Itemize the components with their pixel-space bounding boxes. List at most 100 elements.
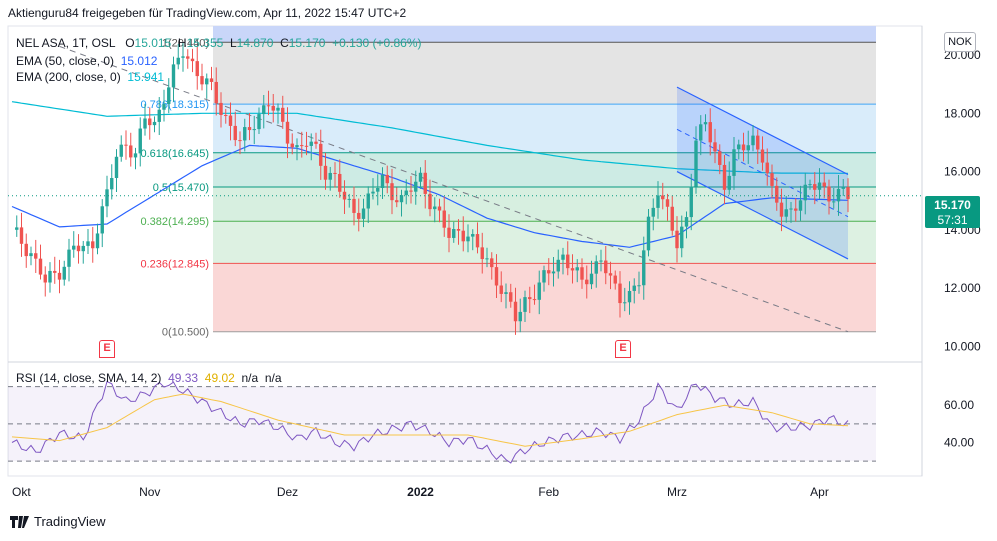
candle-body <box>789 208 793 210</box>
change-value: +0.130 (+0.86%) <box>332 36 422 50</box>
candle-body <box>114 156 119 179</box>
candle-body <box>300 145 304 147</box>
candle-body <box>604 260 608 274</box>
currency-button[interactable]: NOK <box>944 32 976 52</box>
rsi-na-1: n/a <box>241 371 259 385</box>
candle-body <box>499 285 503 294</box>
candle-body <box>656 195 660 208</box>
tradingview-logo[interactable]: TradingView <box>10 514 106 529</box>
earnings-marker[interactable]: E <box>615 340 631 358</box>
candle-body <box>784 209 788 217</box>
rsi-na-2: n/a <box>264 371 282 385</box>
candle-body <box>157 109 161 122</box>
time-tick-label: Dez <box>277 485 298 499</box>
rsi-pane <box>8 380 876 464</box>
candle-body <box>15 227 19 230</box>
candle-body <box>813 184 817 190</box>
candle-body <box>808 184 812 186</box>
candle-body <box>846 187 850 200</box>
downtrend-line <box>59 45 849 333</box>
time-tick-label: Mrz <box>667 485 687 499</box>
candle-body <box>257 114 261 130</box>
rsi-line <box>11 380 849 464</box>
candle-body <box>133 153 138 158</box>
fib-level-label: 0.5(15.470) <box>153 182 209 194</box>
candle-body <box>542 270 546 283</box>
candle-body <box>162 104 166 110</box>
candle-body <box>556 259 560 272</box>
fib-level-label: 0.618(16.645) <box>141 148 210 160</box>
candle-body <box>323 165 328 180</box>
candle-body <box>456 229 461 231</box>
candle-body <box>599 260 603 262</box>
candle-body <box>81 245 85 252</box>
branding-text: TradingView <box>34 514 106 529</box>
candle-body <box>34 253 38 259</box>
time-tick-label: Nov <box>139 485 160 499</box>
candle-body <box>504 292 508 294</box>
fib-zone <box>213 221 876 264</box>
candle-body <box>304 145 309 147</box>
candle-body <box>295 145 299 148</box>
candle-body <box>233 125 237 141</box>
candle-body <box>209 78 214 82</box>
candle-body <box>713 142 717 152</box>
candle-body <box>404 190 408 196</box>
candle-body <box>466 236 470 242</box>
candle-body <box>43 274 47 283</box>
candle-body <box>276 107 280 111</box>
candle-body <box>95 233 100 249</box>
channel-upper <box>676 86 849 176</box>
candle-body <box>447 227 451 238</box>
candle-body <box>770 173 774 186</box>
candle-body <box>746 145 750 151</box>
candle-body <box>390 183 394 201</box>
candle-body <box>471 234 475 237</box>
candle-body <box>675 230 679 249</box>
candle-body <box>271 105 275 111</box>
fib-zone <box>213 152 876 188</box>
candle-body <box>708 122 712 143</box>
earnings-marker[interactable]: E <box>99 340 115 358</box>
low-value: 14.870 <box>236 36 274 50</box>
fibonacci-retracement: 1(20.440) 0.786(18.315) 0.618(16.645) 0.5(1… <box>141 26 876 339</box>
rsi-legend[interactable]: RSI (14, close, SMA, 14, 2) 49.33 49.02 … <box>16 371 282 385</box>
ema50-legend[interactable]: EMA (50, close, 0) 15.012 <box>16 54 157 68</box>
fib-level-label: 0.236(12.845) <box>141 258 210 270</box>
channel-lower <box>676 171 849 260</box>
fib-level-label: 0.786(18.315) <box>141 99 210 111</box>
candle-body <box>219 102 223 116</box>
candle-body <box>395 200 399 203</box>
candle-body <box>485 258 489 260</box>
candle-body <box>642 250 646 286</box>
candle-body <box>414 181 418 192</box>
candle-body <box>775 185 779 203</box>
candle-body <box>266 105 271 107</box>
price-tick-label: 16.000 <box>944 165 981 179</box>
candle-body <box>532 299 537 301</box>
candle-body <box>91 241 95 249</box>
time-tick-label: 2022 <box>407 485 434 499</box>
rsi-sma-value: 49.02 <box>204 371 235 385</box>
candle-body <box>518 311 522 322</box>
candle-body <box>779 202 784 217</box>
candle-body <box>418 172 423 182</box>
candle-body <box>741 144 746 151</box>
candle-body <box>224 115 228 117</box>
candle-body <box>523 297 527 312</box>
candle-body <box>148 118 152 126</box>
ema200-legend[interactable]: EMA (200, close, 0) 15.941 <box>16 70 164 84</box>
fib-zone <box>213 187 876 222</box>
trendlines <box>59 45 849 333</box>
candle-body <box>632 285 636 291</box>
candle-body <box>670 206 674 231</box>
last-price-tag: 15.170 57:31 <box>925 196 980 228</box>
candle-body <box>751 135 755 146</box>
candle-body <box>490 258 494 268</box>
candle-body <box>262 105 266 115</box>
candle-body <box>566 254 570 269</box>
candle-body <box>509 292 513 302</box>
symbol-legend[interactable]: NEL ASA, 1T, OSL O15.015 H15.355 L14.870… <box>16 36 422 50</box>
candle-body <box>319 143 323 166</box>
